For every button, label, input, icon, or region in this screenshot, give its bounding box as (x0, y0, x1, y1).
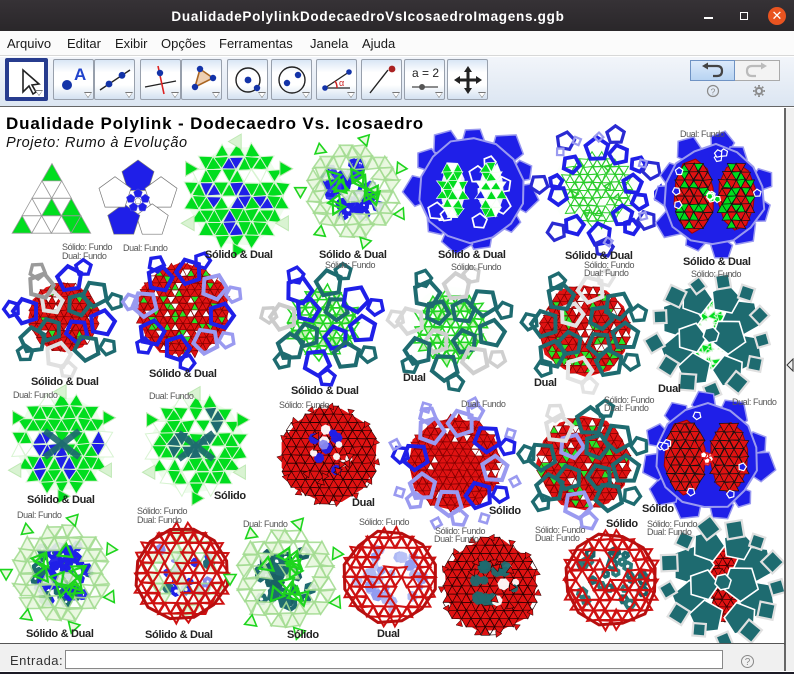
svg-text:A: A (74, 65, 86, 84)
svg-text:α: α (339, 78, 344, 88)
svg-text:a = 2: a = 2 (412, 66, 439, 80)
svg-text:?: ? (711, 86, 716, 96)
